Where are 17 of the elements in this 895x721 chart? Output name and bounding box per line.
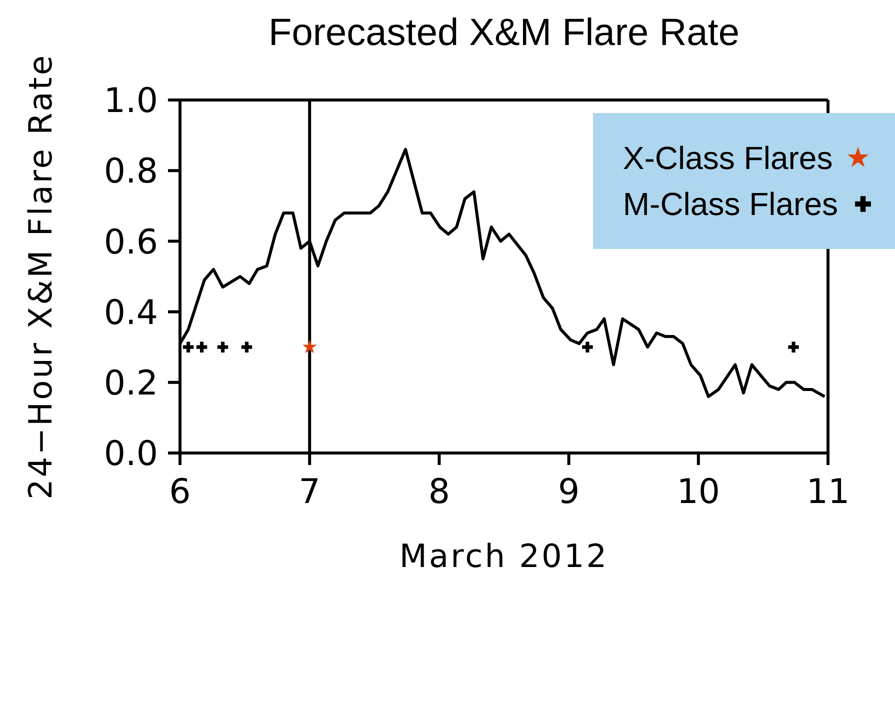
x-tick-label: 6 (169, 472, 191, 512)
y-tick-label: 0.2 (104, 363, 158, 404)
y-tick-label: 0.4 (104, 292, 158, 333)
y-tick-label: 0.0 (104, 434, 158, 474)
legend-label: X-Class Flares (622, 139, 833, 178)
x-tick-label: 11 (806, 472, 850, 512)
x-tick-label: 8 (428, 472, 450, 512)
x-tick-label: 10 (676, 472, 720, 512)
x-axis-title: March 2012 (399, 537, 609, 575)
chart-title: Forecasted X&M Flare Rate (268, 12, 740, 55)
x-tick-label: 9 (558, 472, 580, 512)
y-axis-title: 24−Hour X&M Flare Rate (21, 53, 60, 500)
y-tick-label: 0.8 (104, 152, 158, 192)
y-tick-label: 1.0 (104, 81, 158, 122)
legend-label: M-Class Flares (622, 185, 838, 224)
x-tick-label: 7 (298, 472, 320, 512)
y-tick-label: 0.6 (104, 222, 158, 262)
